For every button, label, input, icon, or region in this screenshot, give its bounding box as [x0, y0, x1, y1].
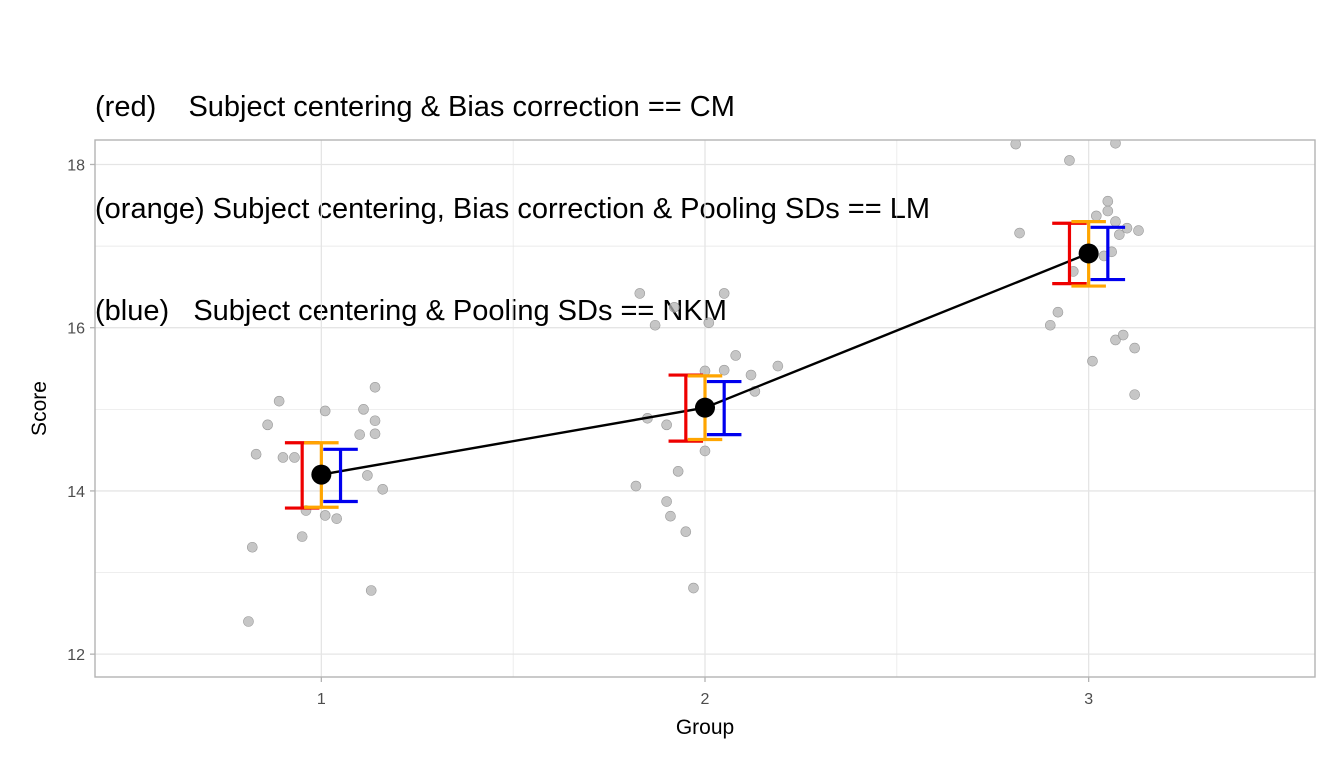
title-line-orange: (orange) Subject centering, Bias correct… — [95, 193, 930, 225]
raw-point-46 — [1087, 355, 1098, 367]
raw-point-35 — [718, 364, 730, 376]
raw-point-54 — [1110, 140, 1121, 149]
raw-point-28 — [672, 466, 684, 477]
raw-point-32 — [699, 445, 711, 457]
mean-point-group1 — [311, 464, 332, 485]
raw-point-26 — [665, 510, 676, 522]
raw-point-40 — [1010, 140, 1022, 150]
raw-point-42 — [1044, 319, 1056, 331]
raw-point-47 — [1091, 210, 1102, 222]
raw-point-10 — [319, 510, 331, 521]
raw-point-55 — [1114, 229, 1125, 240]
title-line-red: (red) Subject centering & Bias correctio… — [95, 91, 735, 123]
raw-point-25 — [661, 419, 672, 431]
raw-point-23 — [649, 319, 661, 331]
mean-points — [311, 243, 1099, 485]
x-axis-title: Group — [676, 716, 734, 739]
raw-point-15 — [365, 585, 377, 596]
raw-point-33 — [703, 317, 715, 329]
raw-point-0 — [243, 616, 254, 627]
raw-point-60 — [1133, 225, 1144, 236]
x-tick-label-2: 2 — [701, 691, 710, 708]
raw-point-12 — [354, 429, 366, 440]
raw-point-17 — [369, 415, 381, 427]
raw-point-58 — [1129, 342, 1140, 354]
raw-point-37 — [745, 369, 757, 381]
raw-point-13 — [358, 404, 369, 415]
raw-point-41 — [1014, 227, 1025, 239]
raw-point-3 — [262, 419, 273, 431]
raw-point-18 — [369, 428, 381, 440]
raw-point-39 — [772, 360, 784, 372]
raw-point-4 — [273, 395, 285, 407]
raw-point-2 — [250, 448, 262, 460]
raw-point-49 — [1102, 195, 1114, 207]
raw-point-9 — [319, 405, 331, 417]
raw-point-30 — [688, 582, 699, 594]
raw-point-11 — [331, 513, 342, 524]
raw-point-5 — [277, 452, 289, 463]
y-axis-title: Score — [28, 381, 51, 436]
raw-point-7 — [296, 531, 308, 542]
mean-point-group3 — [1078, 243, 1099, 264]
raw-point-6 — [289, 452, 300, 463]
y-tick-label-16: 16 — [67, 321, 85, 338]
raw-point-36 — [730, 350, 741, 361]
raw-point-53 — [1110, 216, 1121, 227]
x-tick-label-3: 3 — [1084, 691, 1093, 708]
raw-point-56 — [1117, 329, 1129, 341]
raw-point-19 — [377, 483, 389, 495]
raw-point-14 — [362, 470, 373, 481]
raw-point-44 — [1064, 155, 1075, 166]
y-tick-label-18: 18 — [67, 157, 85, 174]
raw-point-34 — [718, 288, 730, 299]
raw-point-21 — [634, 288, 646, 299]
raw-point-27 — [669, 302, 680, 313]
raw-point-16 — [369, 381, 381, 393]
y-tick-label-14: 14 — [67, 484, 85, 501]
x-tick-label-1: 1 — [317, 691, 326, 708]
raw-point-20 — [630, 480, 642, 492]
raw-data-points — [243, 140, 1144, 627]
title-line-blue: (blue) Subject centering & Pooling SDs =… — [95, 295, 727, 327]
raw-point-50 — [1102, 205, 1114, 217]
raw-point-29 — [680, 526, 692, 538]
chart-title: (red) Subject centering & Bias correctio… — [95, 22, 930, 362]
raw-point-24 — [661, 496, 672, 507]
raw-point-43 — [1052, 306, 1064, 318]
raw-point-1 — [246, 541, 258, 553]
y-tick-label-12: 12 — [67, 647, 85, 664]
mean-point-group2 — [695, 397, 715, 418]
raw-point-59 — [1129, 389, 1140, 400]
raw-point-52 — [1110, 334, 1121, 346]
